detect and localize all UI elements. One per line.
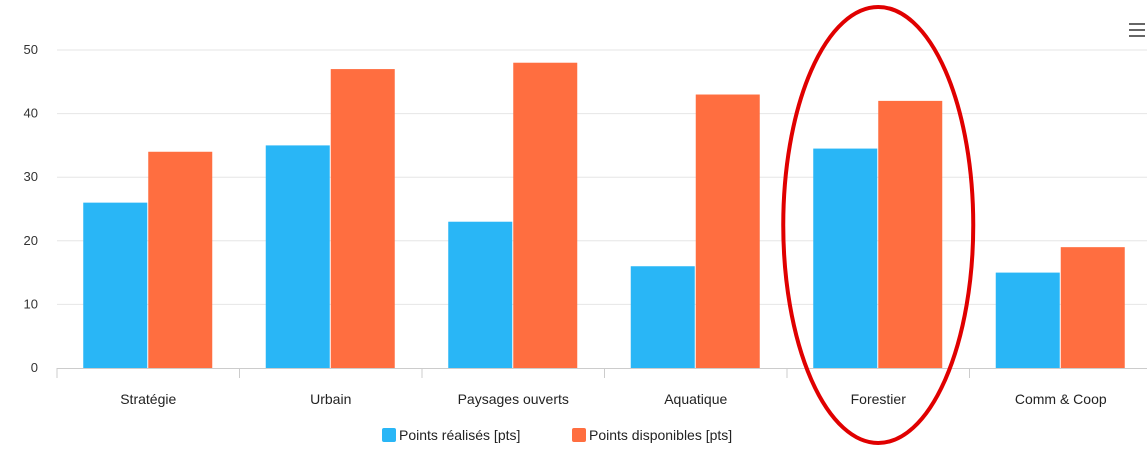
x-category-label: Comm & Coop bbox=[1015, 391, 1107, 407]
bar-realises[interactable] bbox=[813, 148, 878, 368]
bars bbox=[83, 62, 1125, 369]
x-category-label: Urbain bbox=[310, 391, 351, 407]
highlight-ellipse bbox=[781, 5, 976, 445]
x-category-label: Stratégie bbox=[120, 391, 176, 407]
y-tick-label: 40 bbox=[24, 106, 38, 121]
y-tick-label: 10 bbox=[24, 296, 38, 311]
bar-disponibles[interactable] bbox=[878, 100, 943, 368]
legend-label: Points réalisés [pts] bbox=[399, 427, 520, 443]
legend-swatch bbox=[382, 428, 396, 442]
x-category-label: Aquatique bbox=[664, 391, 727, 407]
grid-lines bbox=[57, 49, 1147, 305]
legend-item[interactable]: Points réalisés [pts] bbox=[382, 427, 520, 443]
x-category-label: Paysages ouverts bbox=[458, 391, 569, 407]
y-tick-label: 50 bbox=[24, 42, 38, 57]
bar-disponibles[interactable] bbox=[513, 62, 578, 368]
bar-realises[interactable] bbox=[448, 221, 513, 368]
bar-realises[interactable] bbox=[83, 202, 148, 368]
bar-disponibles[interactable] bbox=[148, 151, 213, 368]
hamburger-menu-icon[interactable] bbox=[1129, 23, 1145, 37]
bar-realises[interactable] bbox=[265, 145, 330, 368]
y-tick-label: 20 bbox=[24, 233, 38, 248]
bar-disponibles[interactable] bbox=[1060, 247, 1125, 368]
bar-disponibles[interactable] bbox=[330, 69, 395, 368]
bar-realises[interactable] bbox=[630, 266, 695, 368]
y-axis: 0 10 20 30 40 50 bbox=[24, 42, 38, 375]
y-tick-label: 0 bbox=[31, 360, 38, 375]
legend-label: Points disponibles [pts] bbox=[589, 427, 732, 443]
legend-item[interactable]: Points disponibles [pts] bbox=[572, 427, 732, 443]
y-tick-label: 30 bbox=[24, 169, 38, 184]
legend: Points réalisés [pts] Points disponibles … bbox=[382, 427, 732, 443]
legend-swatch bbox=[572, 428, 586, 442]
bar-disponibles[interactable] bbox=[695, 94, 760, 369]
x-axis: Stratégie Urbain Paysages ouverts Aquatique… bbox=[56, 368, 1107, 407]
bar-realises[interactable] bbox=[995, 272, 1060, 368]
x-category-label: Forestier bbox=[851, 391, 907, 407]
